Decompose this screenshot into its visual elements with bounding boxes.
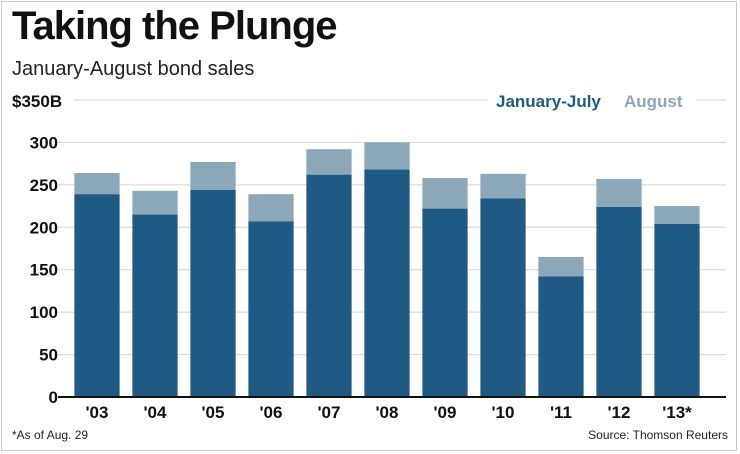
bar-january-july	[306, 174, 352, 397]
bar-january-july	[654, 223, 700, 397]
y-tick-label: 0	[49, 388, 58, 407]
bar-january-july	[480, 198, 526, 397]
y-top-label: $350B	[12, 92, 62, 111]
bar-august	[596, 178, 642, 207]
bar-january-july	[74, 194, 120, 397]
bar-august	[306, 149, 352, 175]
bar-august	[74, 172, 120, 195]
source-note: Source: Thomson Reuters	[588, 428, 728, 442]
x-tick-label: '11	[550, 403, 572, 422]
bar-january-july	[538, 276, 584, 397]
bar-january-july	[364, 169, 410, 397]
x-tick-label: '07	[318, 403, 341, 422]
x-tick-label: '08	[376, 403, 399, 422]
x-tick-label: '13*	[662, 403, 692, 422]
bar-january-july	[248, 221, 294, 397]
x-tick-label: '09	[434, 403, 457, 422]
y-tick-label: 250	[30, 176, 58, 195]
y-tick-label: 150	[30, 261, 58, 280]
bar-august	[190, 161, 236, 190]
x-tick-label: '04	[144, 403, 167, 422]
bar-january-july	[422, 208, 468, 397]
bar-august	[364, 142, 410, 170]
y-tick-label: 300	[30, 133, 58, 152]
x-tick-label: '05	[202, 403, 225, 422]
bar-august	[480, 173, 526, 199]
footnote: *As of Aug. 29	[12, 428, 89, 442]
bar-august	[132, 190, 178, 215]
chart-subtitle: January-August bond sales	[12, 58, 255, 80]
label-backdrop	[8, 88, 74, 112]
bar-january-july	[190, 189, 236, 397]
chart-title: Taking the Plunge	[12, 4, 338, 48]
bar-january-july	[596, 206, 642, 397]
x-tick-label: '03	[86, 403, 109, 422]
bar-august	[538, 256, 584, 277]
x-tick-label: '10	[492, 403, 515, 422]
x-tick-label: '12	[608, 403, 631, 422]
legend-item-january-july: January-July	[496, 92, 601, 111]
legend-backdrop	[488, 88, 696, 112]
y-tick-label: 200	[30, 218, 58, 237]
bar-august	[422, 178, 468, 209]
y-tick-label: 50	[39, 346, 58, 365]
bar-august	[248, 194, 294, 222]
bar-january-july	[132, 214, 178, 397]
x-tick-label: '06	[260, 403, 283, 422]
bar-august	[654, 206, 700, 224]
legend-item-august: August	[624, 92, 683, 111]
y-tick-label: 100	[30, 303, 58, 322]
